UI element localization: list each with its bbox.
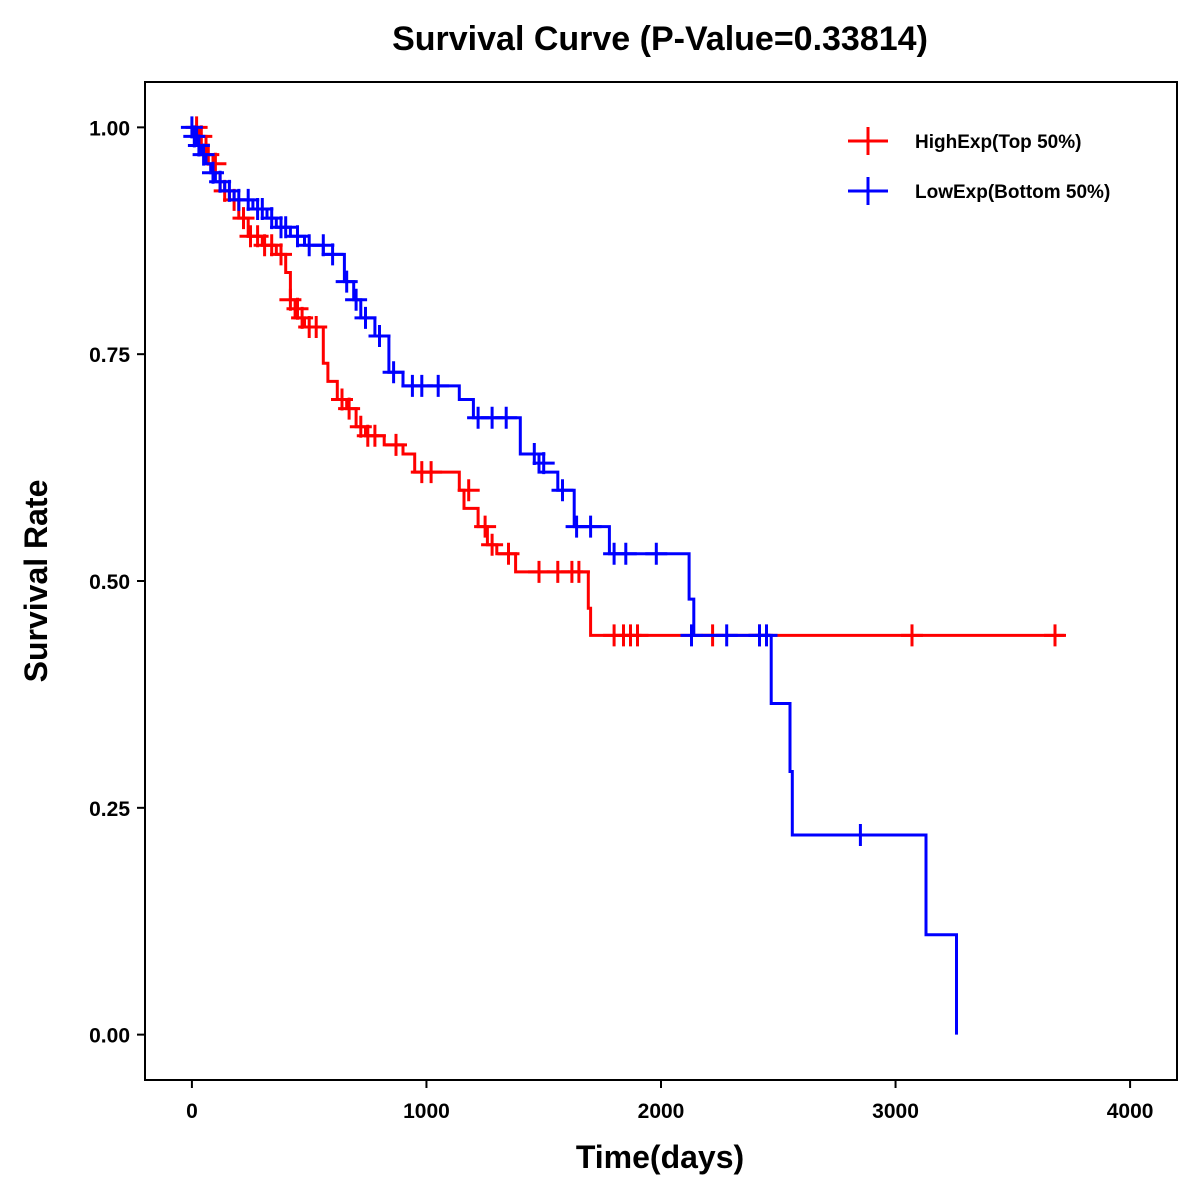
y-tick-label: 0.25 [89,798,130,821]
censor-mark-low [532,452,555,475]
censor-mark-high [1044,624,1066,647]
x-tick-label: 0 [186,1100,198,1123]
censor-mark-high [474,515,497,538]
censor-mark-high [232,207,255,230]
censor-mark-low [715,624,738,647]
x-tick-label: 3000 [872,1100,919,1123]
censor-mark-low [614,542,637,565]
legend-symbol-high [848,127,888,155]
censor-mark-high [901,624,923,647]
censor-mark-high [528,560,550,583]
censor-mark-low [645,542,668,565]
censor-mark-high [567,560,590,583]
censor-mark-low [187,134,210,157]
x-tick-label: 2000 [638,1100,685,1123]
legend-symbol-low [848,177,888,205]
y-axis-label: Survival Rate [18,480,54,683]
legend-label-low: LowExp(Bottom 50%) [915,182,1110,203]
y-tick-label: 0.75 [89,344,130,367]
censor-mark-low [427,374,450,397]
censor-mark-low [495,406,518,429]
censor-mark-high [457,479,480,502]
chart-title: Survival Curve (P-Value=0.33814) [392,20,928,58]
censor-mark-high [363,424,386,447]
censor-mark-high [626,624,649,647]
censor-mark-low [192,143,215,166]
y-tick-label: 0.50 [89,571,130,594]
censor-mark-low [218,179,241,202]
censor-mark-low [551,479,574,502]
censor-mark-high [260,234,283,257]
censor-mark-low [183,125,206,148]
plot-area [180,116,1066,1035]
y-axis: 0.00 0.25 0.50 0.75 1.00 [89,117,145,1048]
censor-mark-low [354,306,377,329]
censor-mark-high [481,533,504,556]
censor-mark-low [321,243,344,266]
y-tick-label: 1.00 [89,117,130,140]
x-axis: 0 1000 2000 3000 4000 [186,1080,1153,1123]
legend: HighExp(Top 50%) LowExp(Bottom 50%) [848,127,1110,205]
censor-mark-high [338,397,361,420]
censor-mark-low [523,443,546,465]
survival-curve-low [191,125,958,1035]
censor-mark-high [270,243,292,266]
x-tick-label: 4000 [1107,1100,1154,1123]
censor-mark-low [260,207,283,230]
censor-mark-low [755,624,778,647]
censor-mark-high [305,316,328,338]
censor-mark-low [286,225,309,248]
censor-mark-low [579,515,602,538]
censor-mark-low [849,824,872,846]
censor-mark-low [209,170,232,193]
censor-mark-low [251,198,274,220]
censor-mark-low [274,216,297,239]
censor-mark-low [680,624,703,647]
censor-mark-low [382,361,405,384]
censor-mark-low [345,288,368,311]
y-tick-label: 0.00 [89,1025,130,1048]
censor-mark-low [180,116,203,139]
x-tick-label: 1000 [403,1100,450,1123]
censor-mark-high [497,542,520,565]
censor-mark-low [312,234,335,257]
censor-mark-high [420,461,443,484]
censor-mark-high [385,433,407,456]
x-axis-label: Time(days) [576,1139,744,1175]
censor-mark-low [237,188,260,211]
censor-mark-high [286,297,309,320]
censor-mark-low [335,270,358,293]
censor-mark-low [368,325,391,347]
legend-label-high: HighExp(Top 50%) [915,132,1081,153]
